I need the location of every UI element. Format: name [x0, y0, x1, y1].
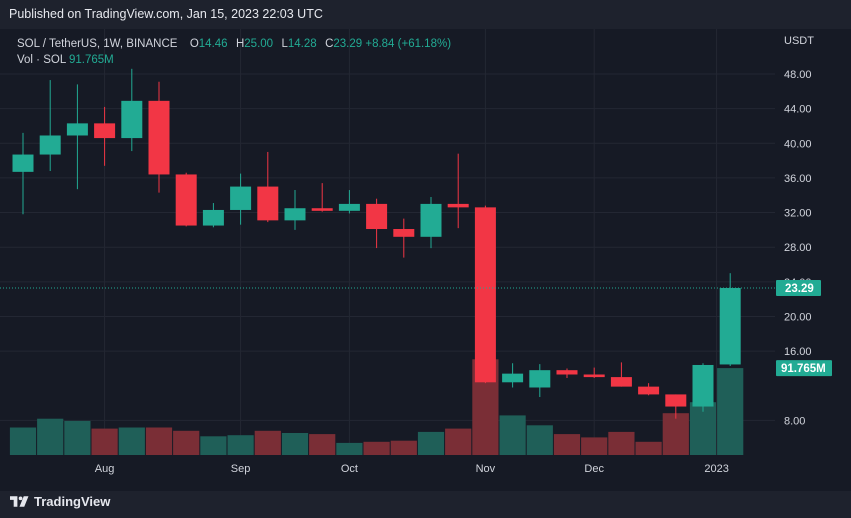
price-axis-currency: USDT [784, 35, 814, 47]
legend-volume-row: Vol · SOL 91.765M [17, 52, 451, 68]
volume-bar [417, 431, 445, 455]
volume-bar [227, 435, 254, 455]
candle-body [556, 370, 578, 375]
candle-body [692, 364, 714, 407]
candle-body [474, 207, 496, 383]
tradingview-logo-icon [10, 495, 29, 507]
volume-bar [717, 368, 744, 455]
candle-body [665, 394, 687, 407]
volume-bar [608, 431, 635, 455]
brand-name: TradingView [34, 493, 111, 509]
time-tick-label: Aug [95, 463, 115, 475]
volume-bar [662, 413, 689, 455]
volume-bar [336, 442, 363, 455]
price-tick-label: 48.00 [784, 69, 812, 81]
price-tick-label: 20.00 [784, 311, 812, 323]
top-bar: Published on TradingView.com, Jan 15, 20… [0, 0, 851, 29]
volume-bars [9, 359, 744, 455]
footer-bar [0, 491, 851, 518]
time-tick-label: Sep [231, 463, 251, 475]
volume-bar [9, 427, 37, 455]
candle-body [12, 154, 34, 172]
volume-bar [526, 425, 553, 455]
candle-body [393, 229, 415, 237]
volume-bar [445, 428, 472, 455]
chart-legend: SOL / TetherUS, 1W, BINANCE O14.46 H25.0… [17, 36, 451, 68]
candle-body [94, 123, 116, 139]
volume-bar [553, 434, 581, 455]
volume-bar [37, 418, 64, 455]
candle-body [311, 208, 333, 211]
volume-bar [254, 430, 281, 455]
legend-volume-value: 91.765M [69, 54, 114, 66]
volume-bar [281, 433, 309, 455]
price-tick-label: 8.00 [784, 415, 805, 427]
candle-body [66, 123, 88, 136]
price-tick-label: 28.00 [784, 242, 812, 254]
candle-body [447, 203, 469, 208]
candle-body [39, 135, 61, 155]
volume-marker [776, 360, 832, 377]
volume-bar [635, 441, 662, 455]
candle-body [366, 203, 388, 230]
volume-bar [309, 434, 336, 455]
legend-close-label: C [325, 38, 334, 50]
price-tick-label: 36.00 [784, 173, 812, 185]
candle-body [148, 100, 170, 175]
time-tick-label: 2023 [704, 463, 728, 475]
volume-bar [200, 436, 227, 455]
candle-body [529, 370, 551, 388]
candle-body [230, 186, 252, 210]
candle-body [719, 287, 741, 365]
legend-high-value: 25.00 [244, 38, 274, 50]
last-price-marker [776, 279, 821, 296]
volume-marker-label: 91.765M [781, 363, 826, 375]
price-tick-label: 44.00 [784, 104, 812, 116]
legend-close-value: 23.29 [333, 38, 363, 50]
legend-high-label: H [235, 38, 245, 50]
candle-body [338, 203, 360, 211]
candle-body [202, 209, 224, 226]
legend-low-value: 14.28 [287, 38, 317, 50]
time-tick-label: Nov [476, 463, 496, 475]
legend-price-row: SOL / TetherUS, 1W, BINANCE O14.46 H25.0… [17, 36, 451, 52]
volume-bar [499, 415, 526, 455]
volume-bar [118, 427, 145, 455]
candle-body [583, 374, 605, 378]
candle-body [175, 174, 197, 226]
published-caption: Published on TradingView.com, Jan 15, 20… [9, 7, 323, 21]
candlesticks [12, 68, 741, 419]
candle-body [638, 386, 660, 395]
price-tick-label: 40.00 [784, 138, 812, 150]
volume-bar [145, 427, 173, 455]
price-markers: 23.29 91.765M [776, 279, 832, 377]
volume-bar [91, 428, 118, 455]
time-tick-label: Oct [341, 463, 358, 475]
time-axis[interactable]: Aug Sep Oct Nov Dec 2023 [95, 463, 729, 475]
candle-body [284, 208, 306, 221]
volume-bar [363, 441, 390, 455]
candle-body [257, 186, 279, 221]
candle-body [420, 203, 442, 237]
legend-open-value: 14.46 [198, 38, 228, 50]
last-price-marker-label: 23.29 [785, 283, 814, 295]
candle-body [502, 373, 524, 383]
candle-body [610, 377, 632, 387]
legend-change: +8.84 (+61.18%) [365, 38, 452, 50]
volume-bar [64, 420, 91, 455]
volume-bar [173, 430, 200, 455]
legend-open-label: O [189, 38, 199, 50]
volume-bar [390, 440, 417, 455]
candle-body [121, 100, 143, 139]
time-tick-label: Dec [584, 463, 604, 475]
legend-low-label: L [281, 38, 288, 50]
tradingview-brand[interactable]: TradingView [10, 492, 110, 510]
price-tick-label: 16.00 [784, 346, 812, 358]
legend-volume-label: Vol · SOL [17, 54, 66, 66]
volume-bar [581, 437, 608, 455]
price-tick-label: 32.00 [784, 208, 812, 220]
legend-symbol: SOL / TetherUS, 1W, BINANCE [17, 38, 178, 50]
price-chart[interactable]: USDT8.0016.0020.0024.0028.0032.0036.0040… [0, 29, 851, 491]
